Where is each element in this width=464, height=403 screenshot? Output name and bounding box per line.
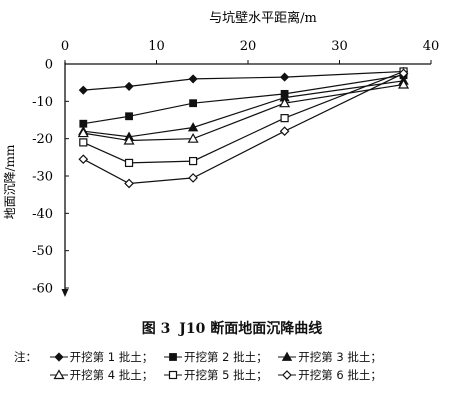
legend-item-1: 开挖第 1 批土； [48, 348, 154, 366]
legend-item-5: 开挖第 5 批土； [162, 366, 268, 384]
y-tick-label--40: -40 [32, 207, 53, 222]
series-4-point-3 [187, 132, 199, 143]
figure-title: J10 断面地面沉降曲线 [179, 321, 323, 337]
legend-label-4: 开挖第 4 批土； [69, 368, 154, 382]
legend-item-2: 开挖第 2 批土； [162, 348, 268, 366]
legend-symbol-diamond-open [278, 370, 297, 380]
legend-marker [282, 351, 293, 361]
series-1-point-3 [188, 74, 198, 84]
series-3-line [83, 80, 404, 138]
series-2-point-2 [125, 112, 133, 121]
legend-item-6: 开挖第 6 批土； [276, 366, 382, 384]
series-6 [78, 68, 409, 189]
series-5-point-1 [79, 138, 88, 147]
y-tick-label--10: -10 [32, 95, 53, 110]
series-5-point-4 [280, 114, 289, 123]
figure-caption: 图 3 J10 断面地面沉降曲线 [0, 318, 464, 338]
x-axis-title: 与坑壁水平距离/m [209, 10, 317, 26]
axes: 0 10 20 30 40 0 -10 -20 -30 -40 -50 -60 [32, 39, 439, 297]
series-4-point-1 [77, 127, 89, 138]
legend-marker [168, 370, 178, 380]
y-tick-label--30: -30 [32, 170, 53, 185]
series-6-point-5 [398, 68, 409, 79]
series-1-point-1 [78, 85, 88, 95]
y-tick-label--50: -50 [32, 244, 53, 259]
legend-symbol-triangle-filled [278, 351, 297, 361]
x-tick-label-10: 10 [148, 39, 165, 54]
legend-marker [282, 370, 293, 380]
legend-label-2: 开挖第 2 批土； [183, 350, 268, 364]
series-4-point-4 [279, 97, 291, 108]
series-4-point-2 [123, 134, 135, 145]
y-tick-label-0: 0 [45, 58, 53, 73]
legend-symbol-square-open [163, 370, 182, 380]
legend-symbol-square-filled [163, 353, 182, 361]
series-2-point-3 [189, 99, 198, 108]
note-prefix: 注： [14, 350, 37, 364]
legend-marker [54, 352, 64, 362]
series-5-point-3 [189, 156, 198, 166]
legend-label-1: 开挖第 1 批土； [69, 350, 154, 364]
legend-item-3: 开挖第 3 批土； [276, 348, 382, 366]
legend-row-1: 注： 开挖第 1 批土； 开挖第 2 批土； 开挖第 3 批土； [14, 348, 460, 366]
series-1-point-4 [280, 72, 290, 82]
series-1 [78, 66, 409, 95]
series-6-point-2 [124, 178, 134, 189]
legend-notes: 注： 开挖第 1 批土； 开挖第 2 批土； 开挖第 3 批土； 开挖第 4 批… [14, 348, 460, 384]
legend-item-4: 开挖第 4 批土； [48, 366, 154, 384]
x-tick-label-0: 0 [61, 39, 69, 54]
series-4-point-5 [398, 78, 410, 89]
legend-marker [53, 369, 65, 380]
legend-label-3: 开挖第 3 批土； [298, 350, 382, 364]
legend-label-6: 开挖第 6 批土； [298, 368, 382, 382]
x-tick-label-30: 30 [331, 39, 348, 54]
y-axis-title: 地面沉降/mm [3, 144, 17, 219]
series-6-point-4 [279, 126, 290, 137]
series-3-point-3 [187, 122, 199, 132]
series-5-point-2 [124, 158, 134, 168]
legend-row-2: 开挖第 4 批土； 开挖第 5 批土； 开挖第 6 批土； [14, 366, 460, 384]
y-tick-label--20: -20 [32, 132, 53, 147]
legend-symbol-diamond-filled [49, 352, 68, 362]
legend-marker [169, 353, 177, 361]
figure-number: 图 3 [141, 321, 171, 337]
series-4 [77, 78, 410, 145]
series-layer [77, 66, 410, 189]
legend-symbol-triangle-open [49, 369, 68, 380]
series-1-point-2 [124, 81, 134, 91]
y-axis-arrow [61, 289, 69, 297]
x-tick-label-40: 40 [423, 39, 440, 54]
series-6-point-1 [78, 154, 89, 165]
x-tick-label-20: 20 [240, 39, 257, 54]
legend-label-5: 开挖第 5 批土； [183, 368, 268, 382]
y-tick-label--60: -60 [32, 282, 53, 297]
series-6-point-3 [188, 173, 198, 183]
